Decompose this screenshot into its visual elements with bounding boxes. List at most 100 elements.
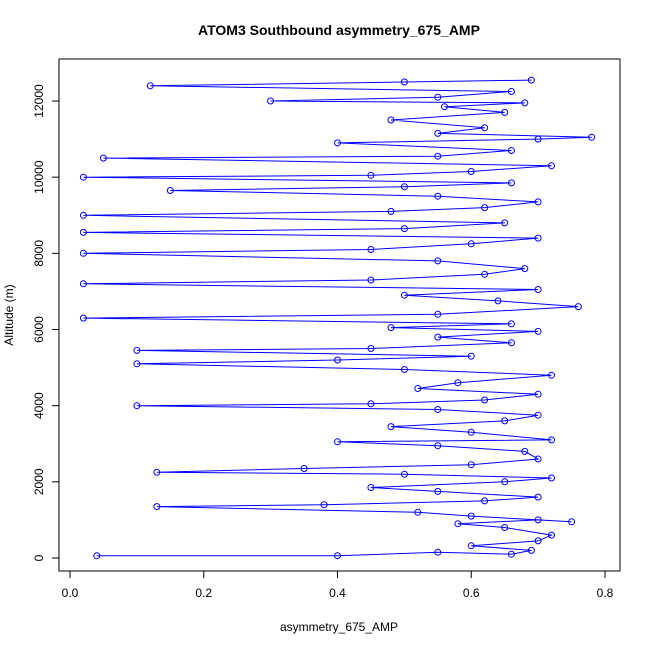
data-point [79, 314, 87, 322]
data-point [548, 371, 555, 379]
data-point [400, 366, 408, 373]
data-point [367, 246, 375, 253]
y-tick-label: 8000 [32, 240, 46, 267]
data-point [467, 168, 475, 175]
data-point [434, 192, 442, 200]
chart-title: ATOM3 Southbound asymmetry_675_AMP [198, 22, 480, 38]
y-tick-label: 6000 [32, 316, 46, 343]
data-point [534, 411, 542, 419]
data-point [153, 468, 161, 476]
data-point [387, 116, 395, 124]
data-point [507, 339, 515, 347]
data-point [133, 346, 141, 354]
data-point [387, 423, 395, 431]
data-point [481, 124, 489, 132]
data-point [400, 470, 408, 478]
data-point [501, 219, 509, 227]
data-point [548, 474, 555, 482]
data-point [467, 428, 475, 436]
data-point [367, 345, 375, 352]
data-point [467, 542, 475, 550]
data-point [434, 310, 442, 318]
data-point [534, 516, 542, 524]
data-point [387, 324, 395, 332]
data-point [79, 228, 87, 236]
data-point [534, 455, 542, 463]
data-point [507, 179, 515, 187]
data-point [481, 497, 489, 505]
data-point [334, 356, 341, 364]
data-point [400, 225, 408, 233]
data-point [367, 484, 375, 491]
y-tick-label: 12000 [32, 84, 46, 118]
data-point [267, 97, 275, 105]
data-point [414, 385, 422, 392]
data-point [494, 297, 502, 305]
data-point [367, 276, 375, 284]
data-point [534, 493, 542, 501]
data-point [467, 512, 475, 520]
data-point [548, 162, 555, 170]
data-point [387, 207, 395, 215]
data-point [507, 147, 515, 154]
data-point [334, 552, 341, 560]
data-point [367, 171, 375, 179]
data-point [400, 78, 408, 86]
data-point [79, 173, 87, 181]
data-point [534, 390, 542, 398]
y-tick-label: 0 [32, 554, 46, 561]
data-point [434, 333, 442, 341]
data-point [521, 265, 529, 273]
x-tick-label: 0.0 [62, 586, 79, 600]
data-point [441, 103, 448, 111]
data-point [99, 154, 107, 162]
data-point [574, 303, 582, 311]
data-point [434, 129, 442, 137]
data-point [334, 139, 341, 147]
data-point [300, 465, 308, 472]
data-point [501, 478, 509, 486]
data-point [568, 518, 576, 526]
data-point [367, 400, 375, 408]
data-point [400, 183, 408, 191]
data-point [534, 198, 542, 206]
data-point [434, 257, 442, 265]
data-point [507, 88, 515, 95]
data-point [501, 524, 509, 531]
y-tick-label: 10000 [32, 160, 46, 194]
data-point [467, 240, 475, 248]
data-point [534, 135, 542, 143]
data-point [501, 417, 509, 425]
data-point [153, 503, 161, 511]
data-point [507, 320, 515, 328]
data-point [507, 550, 515, 558]
data-point [414, 508, 422, 516]
data-point [434, 487, 442, 495]
data-point [481, 204, 489, 212]
y-axis: 0 2000 4000 6000 8000 10000 12000 [32, 84, 60, 561]
data-point [501, 108, 509, 116]
data-point [534, 537, 542, 545]
data-point [146, 82, 154, 90]
data-point [93, 552, 101, 560]
data-point [454, 379, 462, 387]
y-tick-label: 4000 [32, 392, 46, 419]
data-point [521, 99, 529, 107]
data-point [534, 327, 542, 335]
data-point [434, 93, 442, 101]
data-point [334, 438, 341, 446]
data-point [133, 402, 141, 410]
data-point [79, 249, 87, 257]
data-point [467, 352, 475, 360]
x-tick-label: 0.2 [195, 586, 212, 600]
data-point [521, 447, 529, 455]
x-axis: 0.0 0.2 0.4 0.6 0.8 [62, 570, 614, 600]
x-tick-label: 0.8 [597, 586, 614, 600]
data-point [166, 187, 174, 194]
data-point [434, 548, 442, 556]
x-tick-label: 0.4 [329, 586, 346, 600]
data-point [79, 280, 87, 288]
data-point [79, 211, 87, 219]
x-tick-label: 0.6 [463, 586, 480, 600]
y-axis-label: Altitude (m) [2, 284, 16, 345]
